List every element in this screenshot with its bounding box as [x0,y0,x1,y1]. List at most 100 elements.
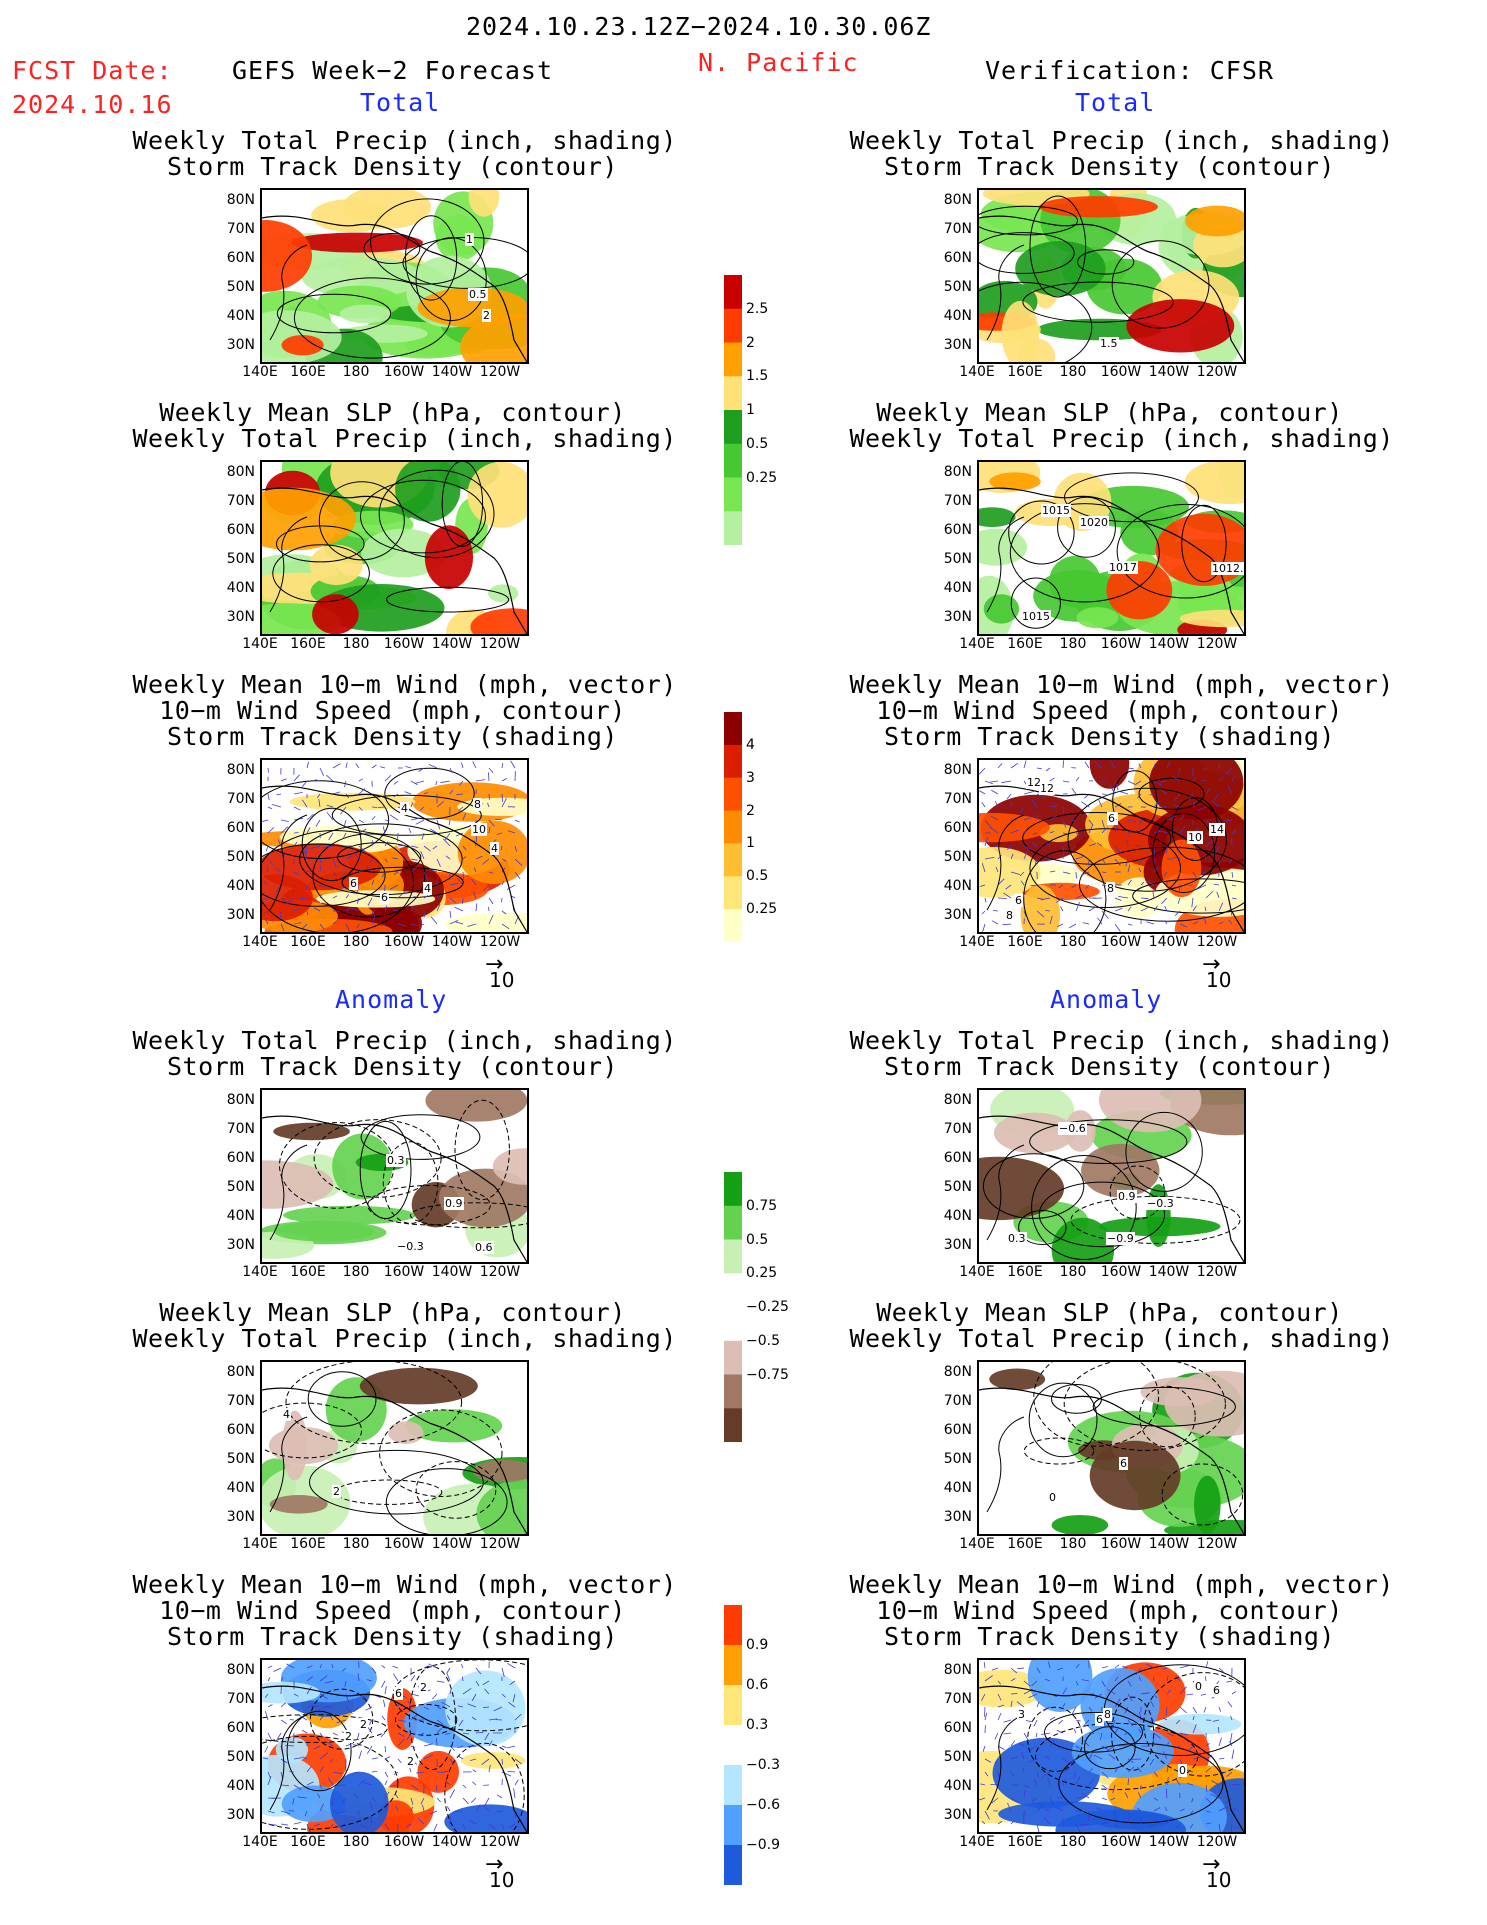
wind-vector [1138,1676,1142,1682]
wind-vector [405,1823,412,1828]
wind-vector [984,1712,988,1721]
wind-vector [263,910,269,915]
wind-vector [1023,1790,1026,1799]
wind-vector [271,804,282,808]
wind-vector [326,804,334,808]
wind-vector [475,1731,484,1734]
wind-vector [1062,845,1065,852]
wind-vector [435,1784,438,1791]
wind-vector [1071,787,1077,795]
wind-vector [410,1784,419,1790]
wind-vector [482,1680,490,1686]
coastline [269,1416,308,1513]
wind-vector [501,1745,507,1748]
map-canvas [979,1660,1244,1832]
wind-vector [1032,832,1038,835]
wind-vector [341,1797,347,1804]
wind-vector [1179,1686,1187,1695]
wind-vector [1127,1810,1131,1818]
lat-tick-label: 80N [943,1364,972,1380]
wind-vector [446,1667,451,1674]
wind-vector [501,880,505,886]
contour-line [982,1153,1085,1219]
wind-vector [475,903,478,912]
wind-vector [462,1676,464,1682]
wind-vector [1001,780,1012,784]
wind-vector [508,1701,516,1708]
wind-vector [436,1797,441,1803]
panel-title-line: Weekly Mean 10−m Wind (mph, vector) [132,670,677,699]
wind-vector [267,793,270,801]
wind-vector [1023,910,1027,917]
lon-tick-label: 180 [1059,636,1087,652]
wind-vector [1058,1719,1064,1725]
wind-vector [1177,897,1181,904]
wind-vector [1108,1753,1116,1760]
wind-vector [991,1797,999,1804]
map-panel: 4 4 6 4 6 10 8 [260,758,529,934]
wind-vector [340,884,347,890]
wind-vector [1173,805,1181,808]
shading-blob [269,1495,328,1514]
lat-tick-label: 60N [943,1422,972,1438]
wind-vector [313,907,321,912]
lon-tick-label: 140E [242,364,278,380]
wind-vector [423,845,431,852]
shading-blob [1149,760,1244,820]
wind-vector [1165,1788,1168,1799]
wind-vector [1082,1719,1090,1728]
wind-vector [991,920,999,925]
contour-label: 0.9 [444,1197,464,1210]
wind-vector [267,1665,273,1669]
contour-label: 0 [1194,1680,1203,1693]
wind-vector [1146,880,1155,886]
wind-vector [457,1705,464,1708]
colorbar-segment [724,810,742,844]
wind-vector [509,1680,516,1686]
contour-line [1038,1181,1166,1248]
colorbar-label: 0.6 [746,1677,769,1693]
contour-line [1181,504,1227,583]
wind-vector [1075,1796,1086,1799]
lat-tick-label: 80N [226,762,255,778]
lat-tick-label: 40N [943,580,972,596]
wind-vector [344,1680,347,1687]
wind-vector [1192,905,1197,912]
wind-vector [997,878,1005,886]
shading-blob [281,1785,346,1823]
wind-vector [511,895,516,899]
coastline [269,244,308,341]
wind-vector [306,1676,314,1682]
wind-vector [1040,897,1051,901]
wind-vector [428,764,438,769]
shading-blob [339,304,392,324]
wind-vector [1189,1810,1194,1816]
wind-vector [1100,1732,1103,1741]
wind-vector [319,1675,328,1682]
wind-vector [460,1663,464,1669]
wind-vector [1036,910,1045,918]
wind-vector [286,1663,295,1669]
wind-vector [514,871,521,880]
wind-vector [343,832,347,838]
wind-vector [1146,921,1155,925]
wind-vector [1062,1703,1066,1708]
wind-vector [1075,1719,1081,1722]
wind-vector [475,1667,482,1675]
section-total-left: Total [360,88,441,117]
lon-tick-label: 140W [1148,1834,1190,1850]
panel-title-line: 10−m Wind Speed (mph, contour) [876,696,1343,725]
wind-vector [319,1732,323,1737]
wind-vector [317,1793,321,1799]
wind-vector [984,1771,989,1777]
wind-vector [449,920,459,925]
wind-vector [369,858,373,864]
wind-vector [358,1779,365,1786]
wind-vector [423,871,429,880]
wind-vector [1101,1745,1109,1751]
wind-vector [1138,867,1142,873]
wind-vector [1204,906,1207,912]
wind-vector [1127,1680,1132,1687]
wind-vector [1042,1771,1051,1778]
wind-vector [1101,827,1108,834]
